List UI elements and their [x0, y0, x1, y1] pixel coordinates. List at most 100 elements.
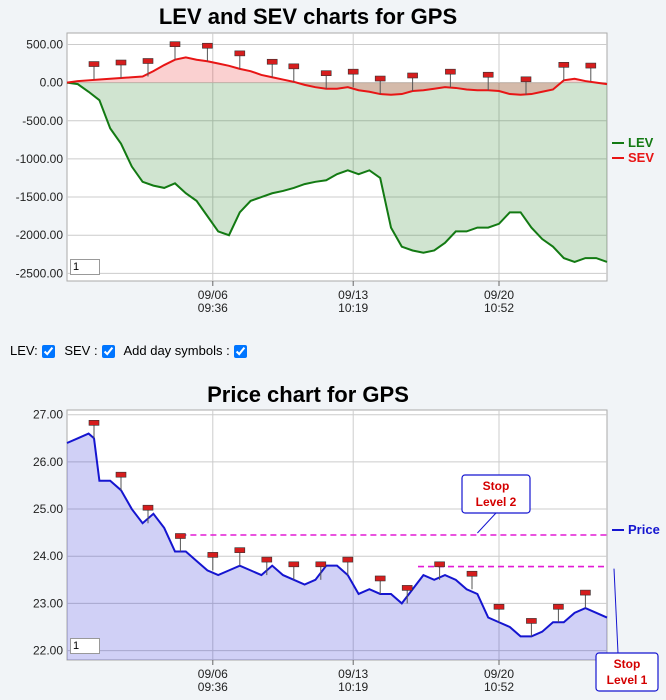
x-tick-time: 10:52 [484, 301, 514, 315]
legend-label-price: Price [628, 522, 660, 537]
stop-marker [88, 61, 100, 67]
x-tick-time: 09:36 [198, 680, 228, 694]
lev-sev-stop-markers [88, 41, 597, 95]
lev-label: LEV: [10, 343, 38, 358]
stop-level-2-text-1: Stop [483, 479, 510, 493]
stop-marker [374, 75, 386, 82]
stop-marker [558, 62, 570, 68]
x-tick-time: 10:19 [338, 680, 368, 694]
price-grid [66, 409, 608, 661]
stop-marker [493, 603, 505, 610]
stop-marker [261, 556, 273, 563]
stop-level-1-text-2: Level 1 [607, 673, 648, 687]
stop-marker [115, 59, 127, 66]
stop-marker [407, 72, 418, 79]
stop-marker [115, 471, 127, 478]
stop-level-2-pointer [477, 512, 497, 534]
sev-label: SEV : [64, 343, 98, 358]
stop-marker [374, 575, 386, 582]
price-callouts: Stop Level 2 Stop Level 1 [461, 474, 659, 692]
stop-level-1-pointer [613, 568, 619, 654]
y-tick-label: -1000.00 [16, 152, 64, 166]
lev-sev-chart: LEV and SEV charts for GPS 500.00 0.00 -50… [16, 4, 655, 315]
legend-label-sev: SEV [628, 150, 654, 165]
price-areas [67, 433, 607, 660]
y-tick-label: -2000.00 [16, 228, 64, 242]
stop-marker [580, 589, 591, 596]
lev-checkbox[interactable] [41, 345, 55, 359]
series-line-sev [66, 56, 608, 96]
stop-marker [142, 504, 154, 511]
stop-marker [142, 58, 154, 64]
y-tick-label: 25.00 [33, 502, 63, 516]
x-tick-date: 09/06 [198, 288, 228, 302]
x-tick-date: 09/13 [338, 288, 368, 302]
stop-marker [207, 552, 219, 558]
y-tick-label: 23.00 [33, 596, 63, 610]
stop-marker [288, 63, 300, 70]
stop-marker [482, 71, 494, 78]
x-tick-date: 09/06 [198, 667, 228, 681]
y-tick-label: -2500.00 [16, 266, 64, 280]
price-chart: Price chart for GPS 27.00 26.00 25.00 24.00… [33, 382, 660, 694]
stop-marker [202, 42, 213, 49]
stop-marker [434, 561, 445, 568]
price-stop-markers [88, 420, 591, 637]
x-tick-time: 10:52 [484, 680, 514, 694]
stop-level-2-text-2: Level 2 [476, 495, 517, 509]
stop-marker [234, 547, 246, 553]
y-tick-label: 22.00 [33, 644, 63, 658]
sev-checkbox[interactable] [101, 345, 115, 359]
y-tick-label: 500.00 [26, 37, 63, 51]
stop-marker [175, 533, 186, 539]
stop-marker [520, 76, 532, 83]
series-area-lev [67, 82, 607, 262]
lev-sev-areas [67, 57, 607, 262]
y-tick-label: 26.00 [33, 455, 63, 469]
x-tick-date: 09/13 [338, 667, 368, 681]
plot-area [66, 409, 608, 661]
stop-marker [315, 561, 327, 568]
stop-marker [266, 58, 278, 65]
price-title: Price chart for GPS [207, 382, 409, 407]
lev-sev-title: LEV and SEV charts for GPS [159, 4, 457, 29]
x-tick-time: 09:36 [198, 301, 228, 315]
price-range-input[interactable] [70, 638, 100, 654]
price-stop-levels [180, 534, 607, 568]
x-tick-time: 10:19 [338, 301, 368, 315]
stop-level-1-text-1: Stop [614, 657, 641, 671]
series-line-lev [66, 81, 608, 263]
stop-marker [234, 50, 246, 57]
stop-marker [526, 618, 537, 624]
day-symbols-checkbox[interactable] [233, 345, 247, 359]
price-legend: Price [612, 522, 660, 537]
stop-marker [88, 420, 100, 426]
y-tick-label: -1500.00 [16, 190, 64, 204]
series-area-price [67, 433, 607, 660]
series-area-sev [67, 57, 607, 95]
stop-marker [288, 561, 300, 568]
lev-sev-lines [66, 56, 608, 263]
price-y-ticks: 27.00 26.00 25.00 24.00 23.00 22.00 [33, 408, 63, 658]
stop-marker [347, 68, 359, 75]
stop-level-1-callout [595, 652, 659, 692]
y-tick-label: 0.00 [40, 76, 64, 90]
lev-sev-range-input[interactable] [70, 259, 100, 275]
y-tick-label: 24.00 [33, 549, 63, 563]
stop-marker [445, 68, 456, 75]
y-tick-label: 27.00 [33, 408, 63, 422]
x-tick-date: 09/20 [484, 288, 514, 302]
stop-marker [342, 556, 354, 563]
chart-controls: LEV: SEV : Add day symbols : [10, 343, 253, 359]
legend-label-lev: LEV [628, 135, 654, 150]
stop-marker [320, 70, 332, 77]
lev-sev-y-ticks: 500.00 0.00 -500.00 -1000.00 -1500.00 -2000.0… [16, 37, 64, 280]
stop-marker [553, 603, 564, 610]
stop-marker [585, 62, 597, 69]
stop-marker [401, 585, 413, 591]
stop-marker [466, 570, 478, 577]
x-tick-date: 09/20 [484, 667, 514, 681]
